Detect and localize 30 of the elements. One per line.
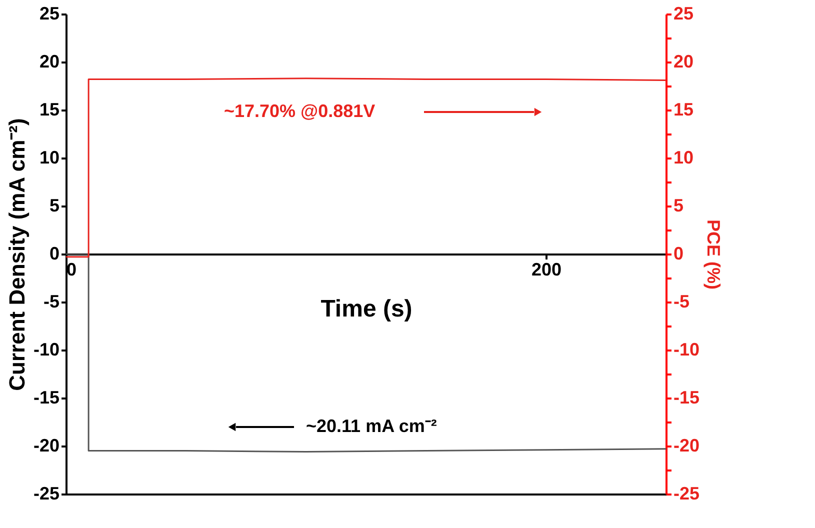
x-tick-label: 200 — [531, 260, 562, 280]
y2-tick-label: 15 — [674, 100, 694, 120]
y-tick-label: -25 — [33, 484, 60, 504]
line-series — [65, 78, 667, 258]
y2-tick-label: -20 — [674, 436, 700, 456]
y2-tick-label: -10 — [674, 340, 700, 360]
y2-tick-label: 20 — [674, 52, 694, 72]
y-tick-label: -15 — [33, 388, 60, 408]
y2-tick-label: 0 — [674, 244, 684, 264]
y2-tick-label: -15 — [674, 388, 700, 408]
y2-axis-title: PCE (%) — [704, 219, 724, 290]
y-tick-label: 15 — [39, 100, 60, 120]
y2-tick-label: -25 — [674, 484, 700, 504]
y-tick-label: 5 — [49, 196, 60, 216]
y2-tick-label: 5 — [674, 196, 684, 216]
y-tick-label: 20 — [39, 52, 60, 72]
y-tick-label: -20 — [33, 436, 60, 456]
y-tick-label: 10 — [39, 148, 60, 168]
y-tick-label: 0 — [49, 244, 60, 264]
y-tick-label: 25 — [39, 4, 60, 24]
y-tick-label: -5 — [43, 292, 60, 312]
x-axis-title: Time (s) — [320, 296, 412, 322]
y2-tick-label: 25 — [674, 4, 694, 24]
annotation: ~17.70% @0.881V — [224, 101, 376, 121]
y-tick-label: -10 — [33, 340, 60, 360]
annotation: ~20.11 mA cm⁻² — [306, 416, 437, 436]
y2-tick-label: 10 — [674, 148, 694, 168]
y-axis-title: Current Density (mA cm⁻²) — [4, 118, 30, 391]
y2-tick-label: -5 — [674, 292, 690, 312]
line-series — [65, 253, 667, 453]
